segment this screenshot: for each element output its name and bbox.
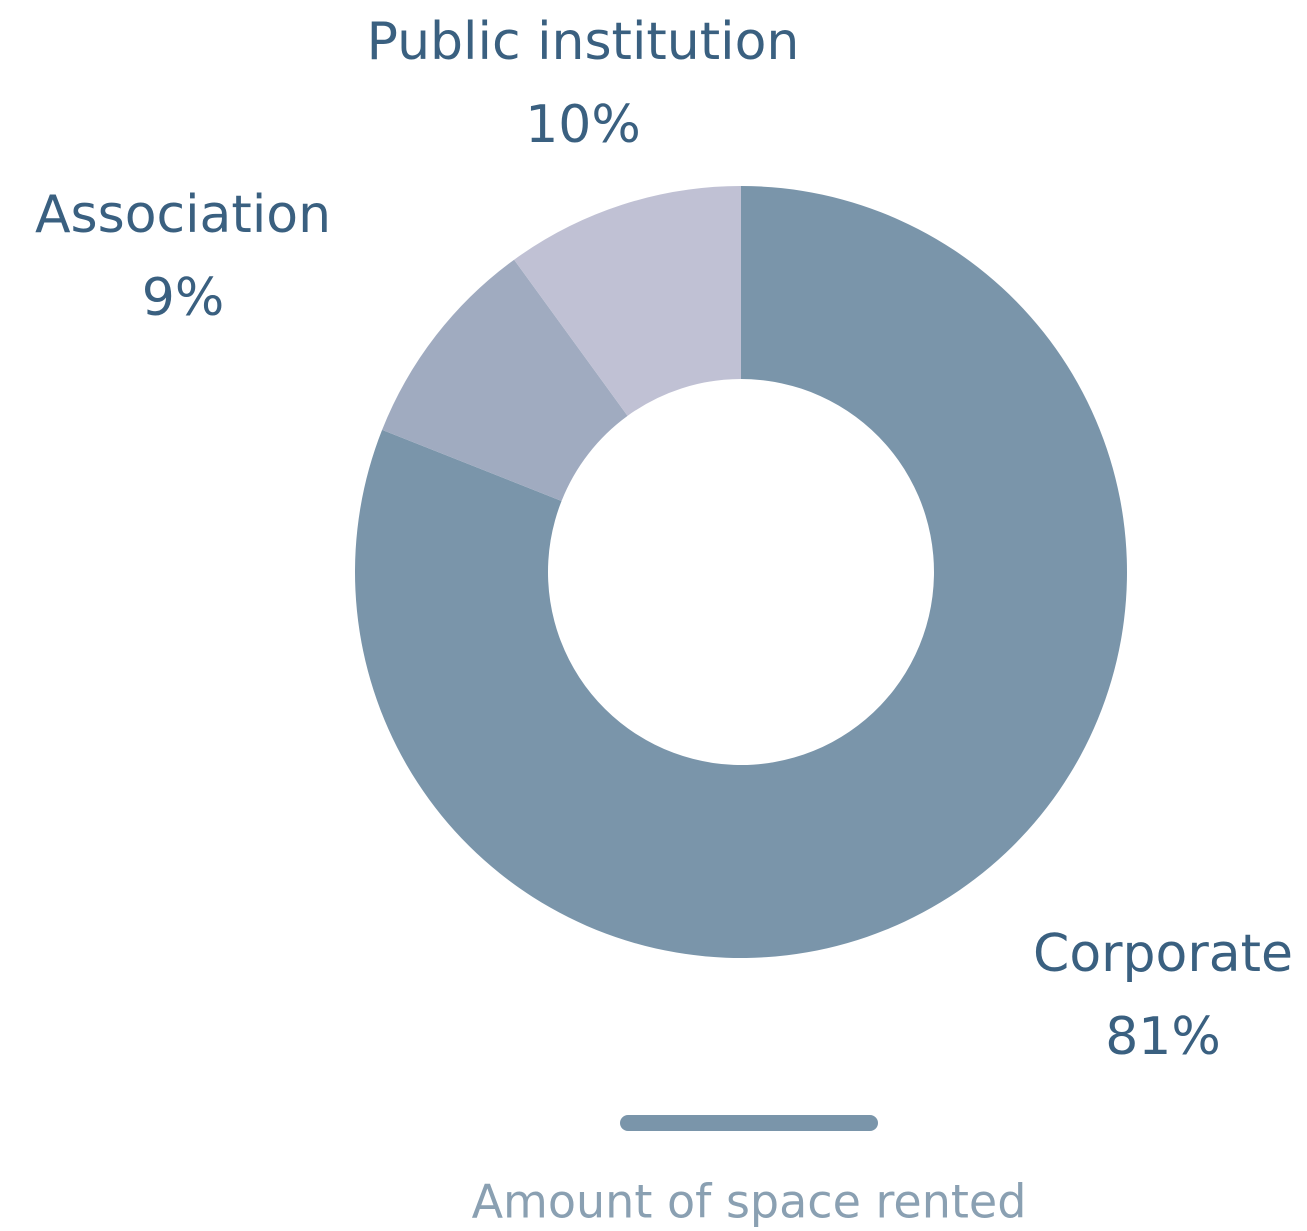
slice-value-label: 9% — [142, 268, 225, 328]
slice-label: Corporate — [1033, 924, 1293, 984]
slice-label: Public institution — [367, 12, 800, 72]
slice-label: Association — [35, 185, 331, 245]
donut-slice — [354, 186, 1127, 959]
legend-label: Amount of space rented — [472, 1175, 1027, 1229]
donut-slice — [382, 259, 628, 501]
slice-value-label: 10% — [525, 95, 641, 155]
donut-slice — [514, 186, 741, 416]
slice-value-label: 81% — [1105, 1007, 1221, 1067]
